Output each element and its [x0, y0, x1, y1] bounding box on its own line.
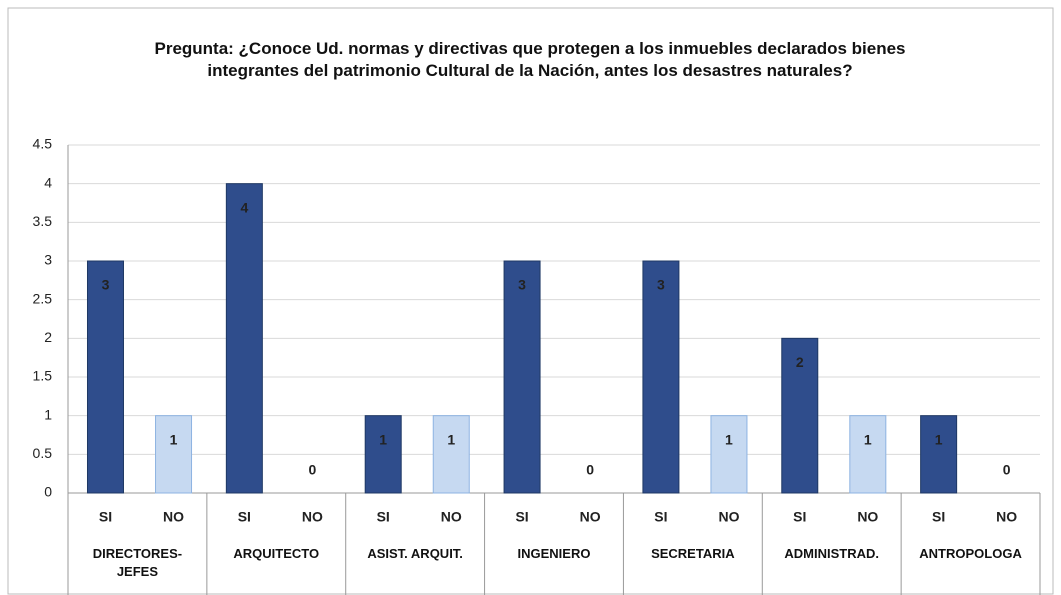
- value-label: 2: [796, 354, 804, 370]
- value-label: 1: [379, 431, 387, 447]
- frame: [7, 7, 1054, 595]
- group-label: SECRETARIA: [651, 546, 735, 561]
- group-label: ANTROPOLOGA: [919, 546, 1022, 561]
- group-label: ARQUITECTO: [233, 546, 320, 561]
- y-tick-label: 4.5: [33, 136, 53, 152]
- y-tick-label: 2: [44, 329, 52, 345]
- x-tick-label: NO: [857, 509, 878, 525]
- value-label: 3: [102, 277, 110, 293]
- bar: [849, 415, 887, 494]
- value-label: 1: [725, 431, 733, 447]
- value-label: 0: [586, 462, 594, 478]
- y-tick-label: 0: [44, 484, 52, 500]
- x-tick-label: SI: [932, 509, 945, 525]
- group-label: DIRECTORES-JEFES: [92, 546, 183, 579]
- y-tick-label: 4: [44, 174, 52, 190]
- value-label: 1: [170, 431, 178, 447]
- value-label: 3: [657, 277, 665, 293]
- value-label: 0: [308, 462, 316, 478]
- x-tick-label: SI: [654, 509, 667, 525]
- value-label: 4: [240, 199, 248, 215]
- bar: [920, 415, 958, 494]
- x-tick-label: SI: [377, 509, 390, 525]
- y-tick-label: 3: [44, 252, 52, 268]
- x-tick-label: NO: [996, 509, 1017, 525]
- value-label: 0: [1003, 462, 1011, 478]
- bar: [642, 260, 680, 494]
- y-tick-label: 3.5: [33, 213, 53, 229]
- bar: [781, 337, 819, 494]
- y-tick-label: 1: [44, 406, 52, 422]
- chart-title: Pregunta: ¿Conoce Ud. normas y directiva…: [154, 39, 906, 80]
- x-tick-label: SI: [793, 509, 806, 525]
- y-tick-label: 0.5: [33, 445, 53, 461]
- group-label: ADMINISTRAD.: [784, 546, 879, 561]
- bar: [86, 260, 124, 494]
- value-label: 3: [518, 277, 526, 293]
- x-tick-label: SI: [515, 509, 528, 525]
- group-label: INGENIERO: [517, 546, 591, 561]
- x-tick-label: NO: [580, 509, 601, 525]
- bar: [503, 260, 541, 494]
- x-tick-label: NO: [718, 509, 739, 525]
- x-tick-label: SI: [99, 509, 112, 525]
- x-tick-label: SI: [238, 509, 251, 525]
- y-tick-label: 2.5: [33, 290, 53, 306]
- bar: [710, 415, 748, 494]
- bar: [364, 415, 402, 494]
- x-tick-label: NO: [441, 509, 462, 525]
- x-tick-label: NO: [302, 509, 323, 525]
- x-tick-label: NO: [163, 509, 184, 525]
- y-tick-label: 1.5: [33, 368, 53, 384]
- value-label: 1: [864, 431, 872, 447]
- value-label: 1: [935, 431, 943, 447]
- bar: [155, 415, 193, 494]
- value-label: 1: [447, 431, 455, 447]
- group-label: ASIST. ARQUIT.: [367, 546, 463, 561]
- bar: [432, 415, 470, 494]
- bar: [225, 183, 263, 494]
